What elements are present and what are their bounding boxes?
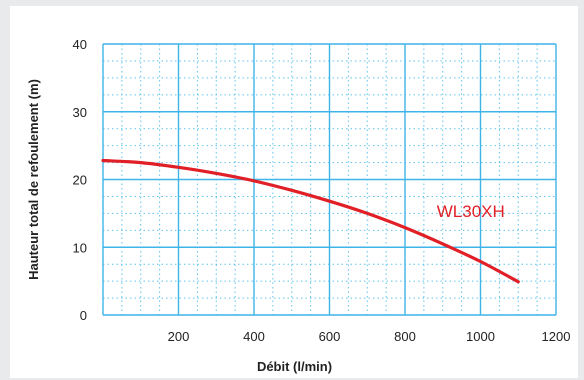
x-axis-title: Débit (l/min) (257, 359, 332, 374)
series-line-wl30xh (101, 158, 520, 284)
x-tick-label: 400 (243, 329, 265, 344)
x-tick-label: 800 (394, 329, 416, 344)
y-axis-title: Hauteur total de refoulement (m) (26, 79, 41, 280)
x-tick-label: 600 (319, 329, 341, 344)
x-tick-label: 1200 (542, 329, 571, 344)
y-tick-label: 30 (73, 105, 87, 120)
x-tick-label: 1000 (466, 329, 495, 344)
axes: 200 400 600 800 1000 1200 0 10 20 30 40 (73, 37, 571, 344)
labels: Débit (l/min) Hauteur total de refouleme… (26, 79, 505, 374)
y-tick-label: 10 (73, 240, 87, 255)
y-tick-label: 0 (80, 308, 87, 323)
y-tick-label: 40 (73, 37, 87, 52)
x-tick-label: 200 (168, 329, 190, 344)
series-layer (101, 158, 520, 284)
series-label-wl30xh: WL30XH (437, 202, 505, 221)
grid (102, 43, 557, 316)
y-tick-label: 20 (73, 173, 87, 188)
